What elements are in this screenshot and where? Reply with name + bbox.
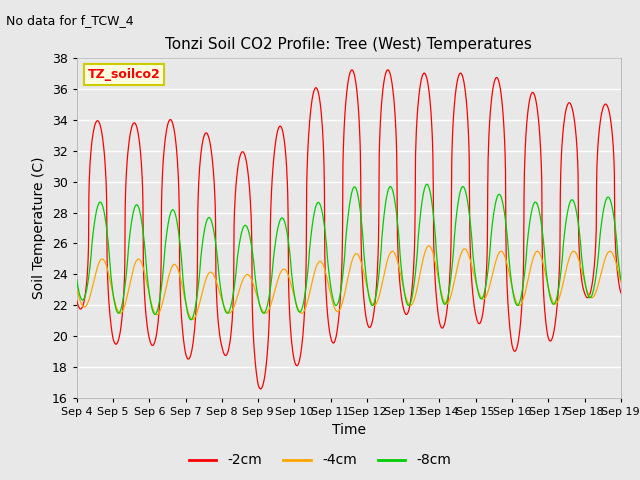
Y-axis label: Soil Temperature (C): Soil Temperature (C) xyxy=(33,157,46,299)
Text: No data for f_TCW_4: No data for f_TCW_4 xyxy=(6,14,134,27)
Title: Tonzi Soil CO2 Profile: Tree (West) Temperatures: Tonzi Soil CO2 Profile: Tree (West) Temp… xyxy=(165,37,532,52)
Legend: -2cm, -4cm, -8cm: -2cm, -4cm, -8cm xyxy=(183,448,457,473)
Text: TZ_soilco2: TZ_soilco2 xyxy=(88,68,161,81)
X-axis label: Time: Time xyxy=(332,423,366,437)
